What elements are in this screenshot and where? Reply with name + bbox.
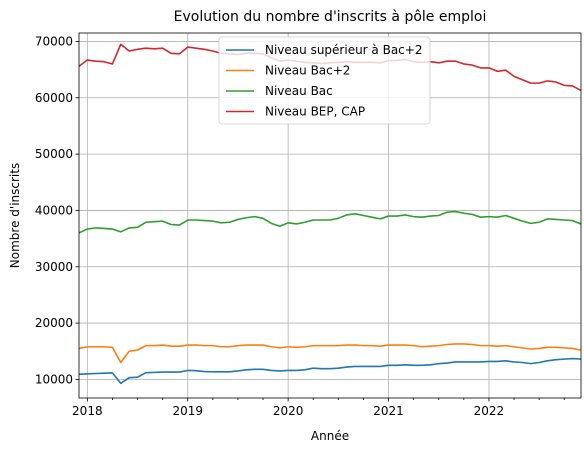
y-tick-label: 20000 (35, 316, 73, 330)
y-axis-ticks: 10000 20000 30000 40000 50000 60000 70000 (35, 34, 79, 386)
y-tick-label: 30000 (35, 260, 73, 274)
x-tick-label: 2020 (273, 404, 304, 418)
legend-label-3: Niveau Bac (265, 84, 333, 98)
y-tick-label: 10000 (35, 372, 73, 386)
series-line-2 (78, 343, 582, 364)
x-axis-ticks: 2018 2019 2020 2021 2022 (72, 398, 565, 418)
legend-label-2: Niveau Bac+2 (265, 64, 350, 78)
x-tick-label: 2022 (474, 404, 505, 418)
y-tick-label: 60000 (35, 91, 73, 105)
legend: Niveau supérieur à Bac+2 Niveau Bac+2 Nive… (218, 36, 431, 125)
x-tick-label: 2021 (373, 404, 404, 418)
y-tick-label: 50000 (35, 147, 73, 161)
legend-label-4: Niveau BEP, CAP (265, 105, 365, 119)
x-axis-label: Année (311, 429, 349, 443)
y-tick-label: 40000 (35, 203, 73, 217)
plot-frame (78, 32, 582, 399)
x-tick-label: 2018 (72, 404, 103, 418)
legend-box (218, 36, 431, 125)
x-tick-label: 2019 (172, 404, 203, 418)
chart-title: Evolution du nombre d'inscrits à pôle em… (174, 9, 487, 25)
legend-label-1: Niveau supérieur à Bac+2 (265, 43, 422, 57)
y-axis-label: Nombre d'inscrits (8, 163, 22, 268)
y-tick-label: 70000 (35, 34, 73, 48)
series-lines (78, 43, 582, 385)
series-line-3 (78, 210, 582, 234)
series-line-1 (78, 357, 582, 385)
